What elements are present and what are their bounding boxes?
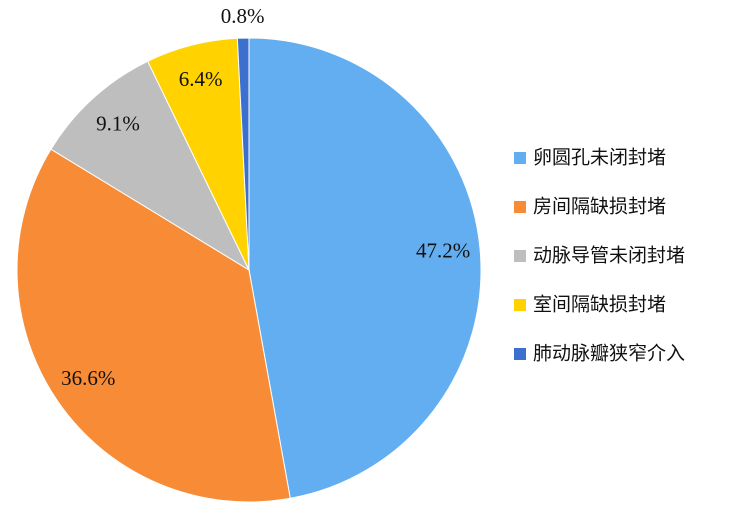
legend-swatch <box>514 299 526 311</box>
pie-slice <box>50 60 251 272</box>
legend-label: 卵圆孔未闭封堵 <box>533 147 666 169</box>
pie-slice <box>16 148 291 503</box>
legend-label: 肺动脉瓣狭窄介入 <box>533 343 685 365</box>
data-label: 6.4% <box>179 67 223 91</box>
data-label: 36.6% <box>61 366 115 390</box>
legend-swatch <box>514 152 526 164</box>
pie-slice <box>248 37 482 499</box>
legend-label: 房间隔缺损封堵 <box>533 196 666 218</box>
legend-swatch <box>514 201 526 213</box>
data-label: 47.2% <box>416 238 470 262</box>
legend-label: 动脉导管未闭封堵 <box>533 245 685 267</box>
data-label: 9.1% <box>96 112 140 136</box>
pie-slice <box>236 37 250 271</box>
legend-label: 室间隔缺损封堵 <box>533 294 666 316</box>
data-label: 0.8% <box>221 4 265 28</box>
legend-swatch <box>514 348 526 360</box>
legend-swatch <box>514 250 526 262</box>
